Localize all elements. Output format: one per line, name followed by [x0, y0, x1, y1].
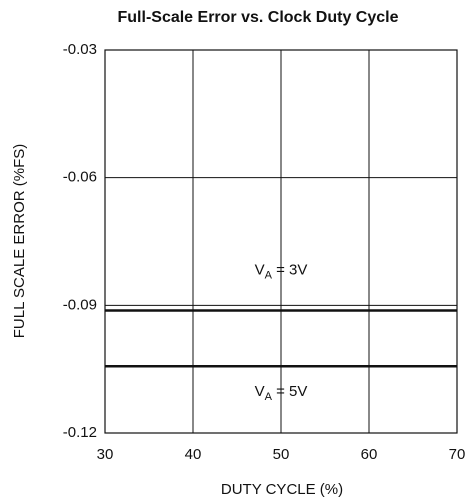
- x-tick-label: 40: [185, 446, 202, 463]
- x-tick-label: 50: [273, 446, 290, 463]
- label-text: V: [255, 261, 265, 278]
- label-text: V: [255, 383, 265, 400]
- x-tick-label: 70: [449, 446, 466, 463]
- label-subscript: A: [265, 269, 273, 281]
- x-tick-label: 60: [361, 446, 378, 463]
- label-text: = 3V: [272, 261, 307, 278]
- y-tick-label: -0.09: [63, 296, 97, 313]
- label-subscript: A: [265, 391, 273, 403]
- label-text: = 5V: [272, 383, 307, 400]
- y-tick-label: -0.03: [63, 41, 97, 58]
- y-tick-label: -0.06: [63, 169, 97, 186]
- x-tick-label: 30: [97, 446, 114, 463]
- series-label: VA = 3V: [255, 261, 308, 281]
- y-axis-label: FULL SCALE ERROR (%FS): [11, 144, 28, 338]
- plot-frame: [104, 49, 458, 434]
- chart-title: Full-Scale Error vs. Clock Duty Cycle: [118, 9, 399, 26]
- x-axis-label: DUTY CYCLE (%): [221, 481, 343, 498]
- y-tick-label: -0.12: [63, 424, 97, 441]
- series-label: VA = 5V: [255, 383, 308, 403]
